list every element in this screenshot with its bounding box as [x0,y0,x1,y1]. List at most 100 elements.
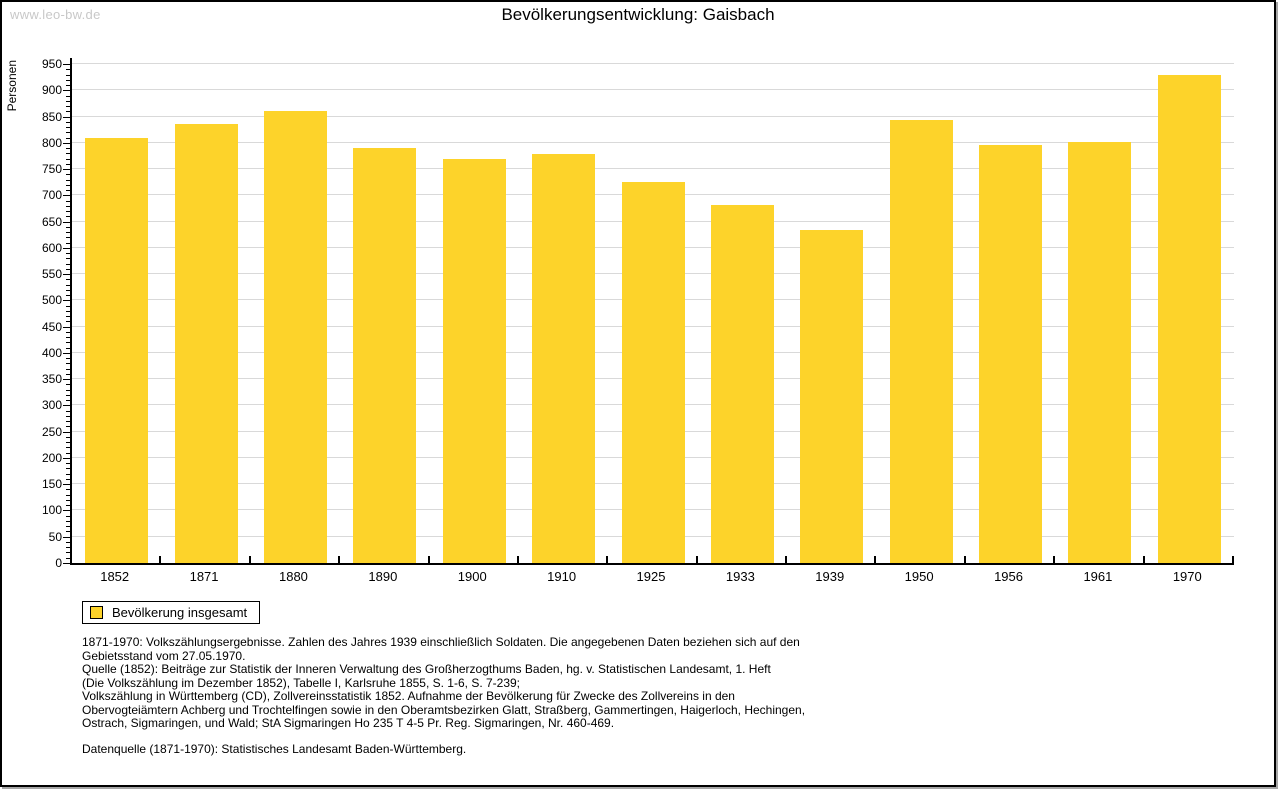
y-axis-tick-label: 950 [41,57,62,71]
x-axis-tick [1232,556,1234,563]
y-axis-minor-tick [66,211,70,213]
grid-line [72,89,1234,91]
y-axis-minor-tick [66,494,70,496]
y-axis-minor-tick [66,489,70,491]
y-axis-minor-tick [66,200,70,202]
y-axis-major-tick [63,563,70,564]
y-axis-minor-tick [66,316,70,318]
y-axis-tick-label: 150 [41,477,62,492]
y-axis-minor-tick [66,279,70,281]
y-axis-minor-tick [66,436,70,438]
x-axis-tick-label: 1956 [994,569,1023,584]
y-axis-minor-tick [66,163,70,165]
y-axis-major-tick [63,484,70,486]
y-axis-minor-tick [66,400,70,402]
y-axis-minor-tick [66,263,70,265]
y-axis-minor-tick [66,74,70,76]
y-axis-minor-tick [66,337,70,339]
bar-1939 [800,229,864,563]
y-axis-minor-tick [66,179,70,181]
y-axis-tick-label: 700 [41,188,62,203]
y-axis-tick-label: 850 [41,109,62,124]
y-axis-minor-tick [66,79,70,81]
y-axis-minor-tick [66,205,70,207]
watermark: www.leo-bw.de [10,7,101,22]
y-axis-minor-tick [66,295,70,297]
y-axis-minor-tick [66,184,70,186]
x-axis-tick [695,556,698,563]
y-axis-minor-tick [66,368,70,370]
legend: Bevölkerung insgesamt [82,601,261,624]
x-axis-tick [427,556,430,563]
y-axis-minor-tick [66,363,70,365]
y-axis-tick-label: 900 [41,83,62,98]
y-axis-minor-tick [66,174,70,176]
y-axis-minor-tick [66,358,70,360]
y-axis-tick-label: 500 [41,293,62,308]
x-axis-tick-label: 1880 [278,569,308,584]
x-axis-tick [606,556,609,563]
y-axis-minor-tick [66,237,70,239]
grid-line [72,63,1234,64]
y-axis-minor-tick [66,121,70,123]
y-axis-minor-tick [66,153,70,155]
y-axis-tick-label: 50 [48,529,62,544]
datasource-text: Datenquelle (1871-1970): Statistisches L… [82,742,467,756]
y-axis-minor-tick [66,541,70,543]
y-axis-major-tick [63,379,70,381]
y-axis-major-tick [63,169,70,171]
y-axis-tick-label: 600 [41,240,62,255]
y-axis-minor-tick [66,284,70,286]
y-axis-minor-tick [66,216,70,218]
bar-1900 [442,158,506,563]
x-axis-tick [963,556,966,563]
y-axis-minor-tick [66,421,70,423]
x-axis-tick [1053,556,1056,563]
legend-label: Bevölkerung insgesamt [112,605,248,620]
x-axis-tick [338,556,341,563]
x-axis-tick-label: 1925 [636,569,666,584]
y-axis-minor-tick [66,410,70,412]
y-axis-minor-tick [66,258,70,260]
page-title: Bevölkerungsentwicklung: Gaisbach [501,5,775,24]
footnotes-text: 1871-1970: Volkszählungsergebnisse. Zahl… [82,635,806,730]
y-axis-tick-label: 200 [41,450,62,465]
y-axis-tick-label: 250 [41,424,62,439]
y-axis-tick-label: 550 [41,267,62,282]
y-axis-major-tick [63,64,70,65]
y-axis-minor-tick [66,463,70,465]
y-axis-minor-tick [66,69,70,71]
x-axis-tick [516,556,519,563]
y-axis-major-tick [63,116,70,118]
y-axis-minor-tick [66,394,70,396]
bar-1950 [889,120,953,563]
y-axis-minor-tick [66,384,70,386]
y-axis-tick-label: 0 [55,556,62,570]
y-axis-major-tick [63,274,70,276]
y-axis-tick-label: 750 [41,162,62,177]
y-axis-minor-tick [66,268,70,270]
y-axis-minor-tick [66,426,70,428]
grid-line [72,115,1234,117]
y-axis-minor-tick [66,452,70,454]
y-axis-minor-tick [66,520,70,522]
x-axis-tick [785,556,788,563]
y-axis-tick-label: 100 [41,503,62,518]
grid-line [72,168,1234,170]
y-axis-major-tick [63,352,70,354]
y-axis-tick-label: 300 [41,398,62,413]
y-axis-minor-tick [66,515,70,517]
y-axis-minor-tick [66,547,70,549]
bar-1910 [532,153,596,563]
y-axis-minor-tick [66,85,70,86]
bar-1933 [710,204,774,563]
x-axis-tick-label: 1890 [368,569,398,584]
y-axis-minor-tick [66,505,70,507]
y-axis-minor-tick [66,289,70,291]
bar-1880 [263,111,327,563]
y-axis-minor-tick [66,190,70,192]
y-axis-major-tick [63,457,70,459]
y-axis-major-tick [63,326,70,328]
plot-area [70,58,1234,565]
